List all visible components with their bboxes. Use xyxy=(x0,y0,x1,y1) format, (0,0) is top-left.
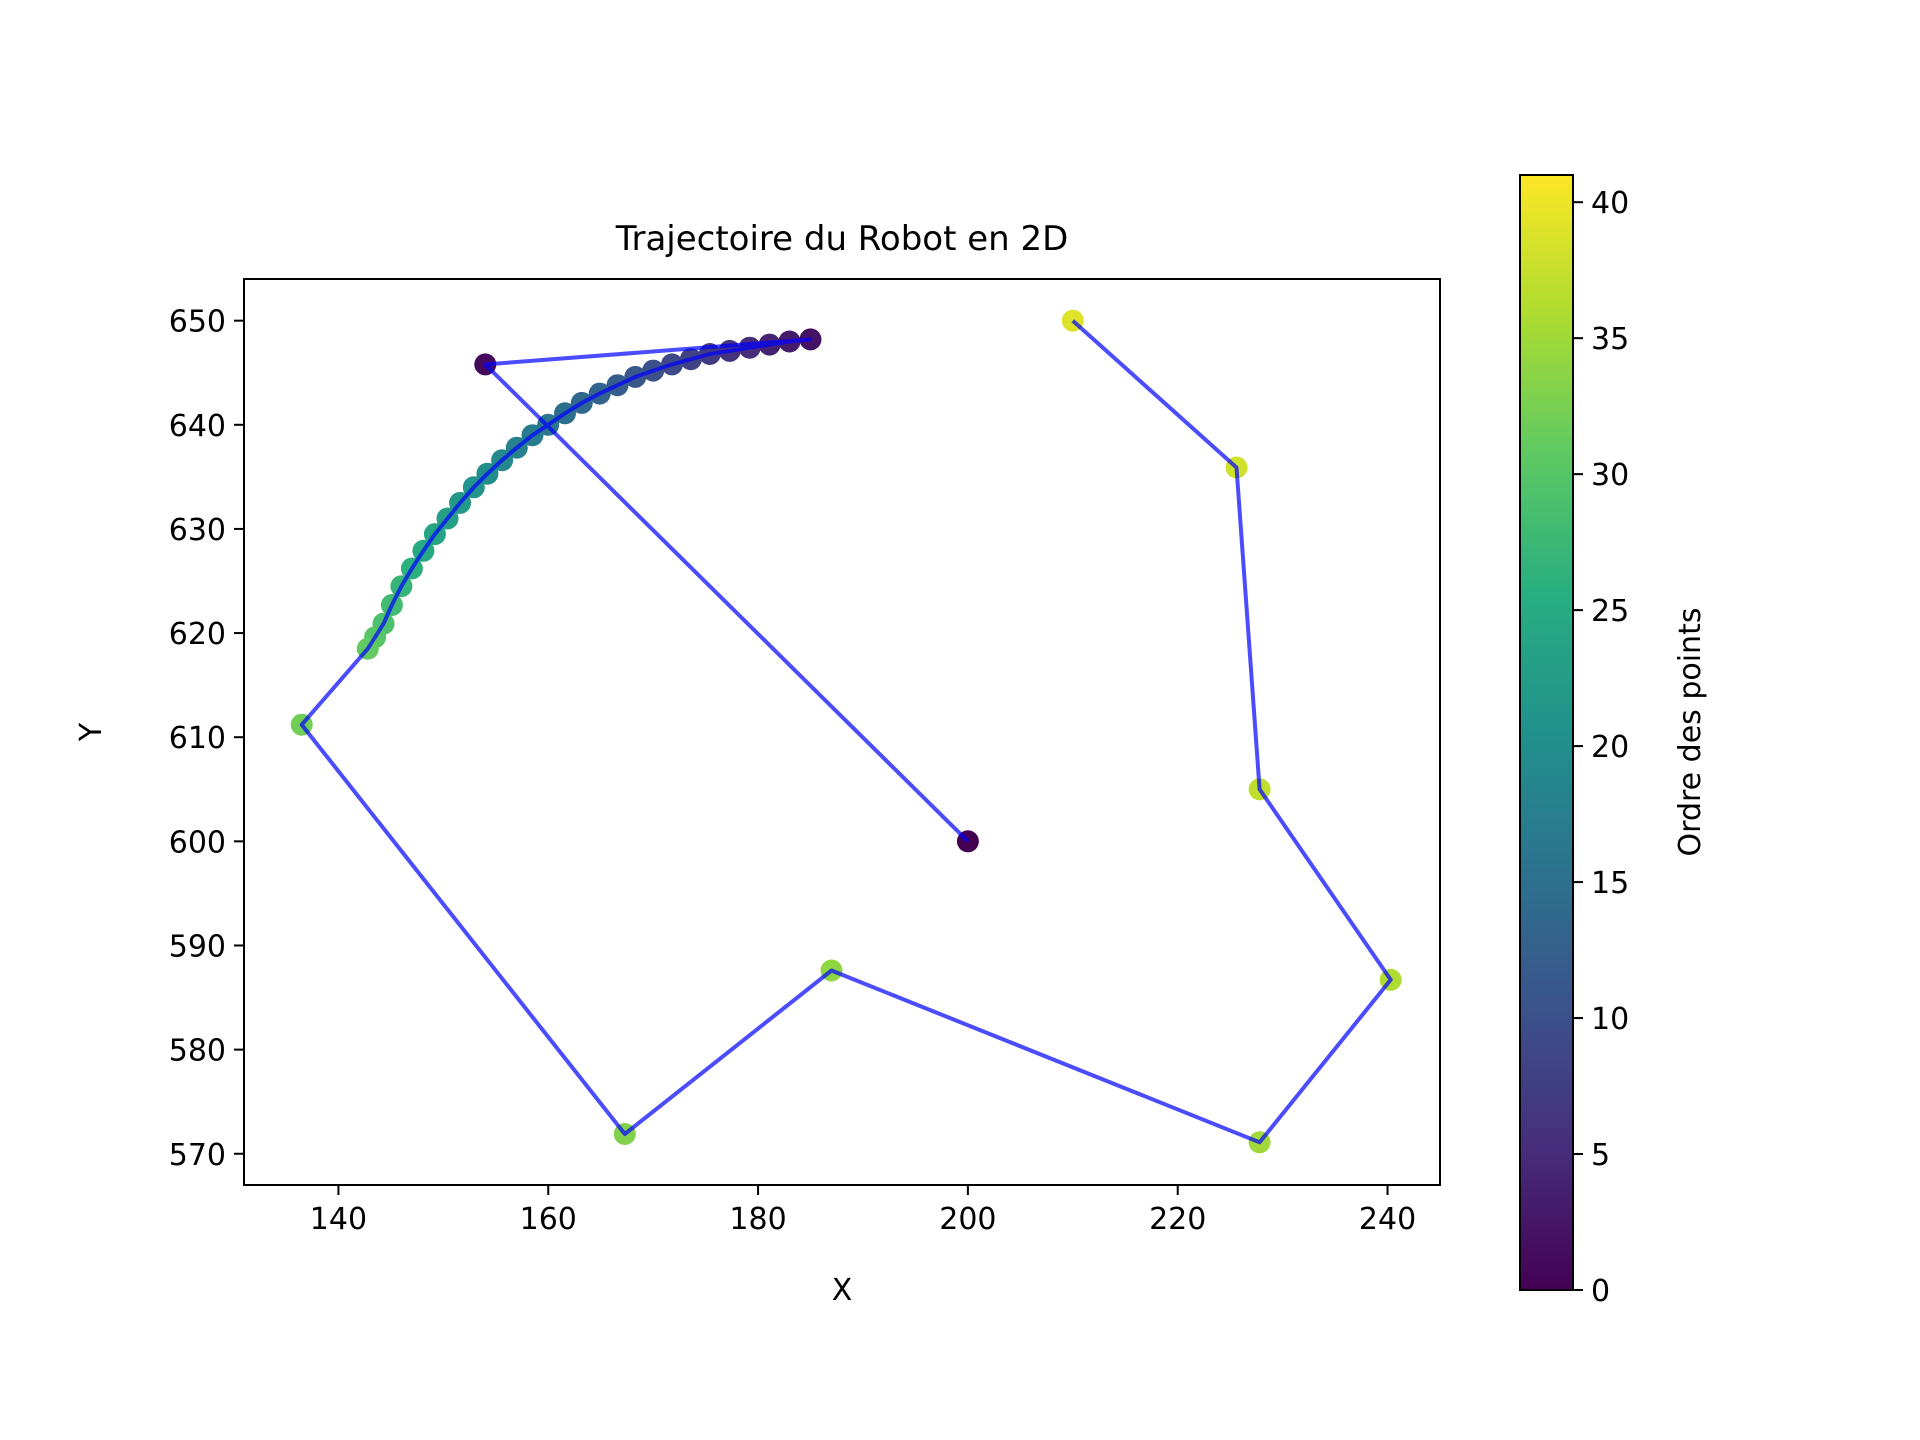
x-tick-label: 140 xyxy=(310,1202,367,1237)
x-axis-label: X xyxy=(832,1273,853,1308)
y-tick-label: 590 xyxy=(169,929,226,964)
colorbar-tick-label: 0 xyxy=(1591,1274,1610,1309)
y-tick-label: 610 xyxy=(169,721,226,756)
colorbar-tick-label: 10 xyxy=(1591,1002,1629,1037)
colorbar xyxy=(1519,174,1574,1291)
y-axis-label: Y xyxy=(74,722,109,742)
x-axis-ticks: 140 160 180 200 220 240 xyxy=(310,1185,1416,1237)
y-tick-label: 630 xyxy=(169,513,226,548)
x-tick-label: 240 xyxy=(1359,1202,1416,1237)
y-tick-label: 570 xyxy=(169,1138,226,1173)
y-tick-label: 650 xyxy=(169,305,226,340)
colorbar-label: Ordre des points xyxy=(1673,608,1708,857)
y-tick-label: 640 xyxy=(169,409,226,444)
trajectory-line xyxy=(299,319,1393,1145)
colorbar-tick-label: 40 xyxy=(1591,186,1629,221)
colorbar-tick-label: 15 xyxy=(1591,866,1629,901)
x-tick-label: 220 xyxy=(1149,1202,1206,1237)
colorbar-tick-label: 20 xyxy=(1591,730,1629,765)
plot-frame xyxy=(243,278,1441,1186)
y-tick-label: 620 xyxy=(169,617,226,652)
plot-area xyxy=(290,309,1402,1154)
x-tick-label: 180 xyxy=(729,1202,786,1237)
x-tick-label: 200 xyxy=(939,1202,996,1237)
chart-title: Trajectoire du Robot en 2D xyxy=(615,219,1069,259)
colorbar-tick-label: 30 xyxy=(1591,458,1629,493)
colorbar-tick-label: 25 xyxy=(1591,594,1629,629)
colorbar-ticks: 0 5 10 15 20 25 30 35 40 xyxy=(1573,186,1629,1309)
colorbar-tick-label: 35 xyxy=(1591,322,1629,357)
colorbar-tick-label: 5 xyxy=(1591,1138,1610,1173)
y-axis-ticks: 570 580 590 600 610 620 630 640 650 xyxy=(169,305,244,1173)
y-tick-label: 580 xyxy=(169,1034,226,1069)
y-tick-label: 600 xyxy=(169,825,226,860)
x-tick-label: 160 xyxy=(520,1202,577,1237)
